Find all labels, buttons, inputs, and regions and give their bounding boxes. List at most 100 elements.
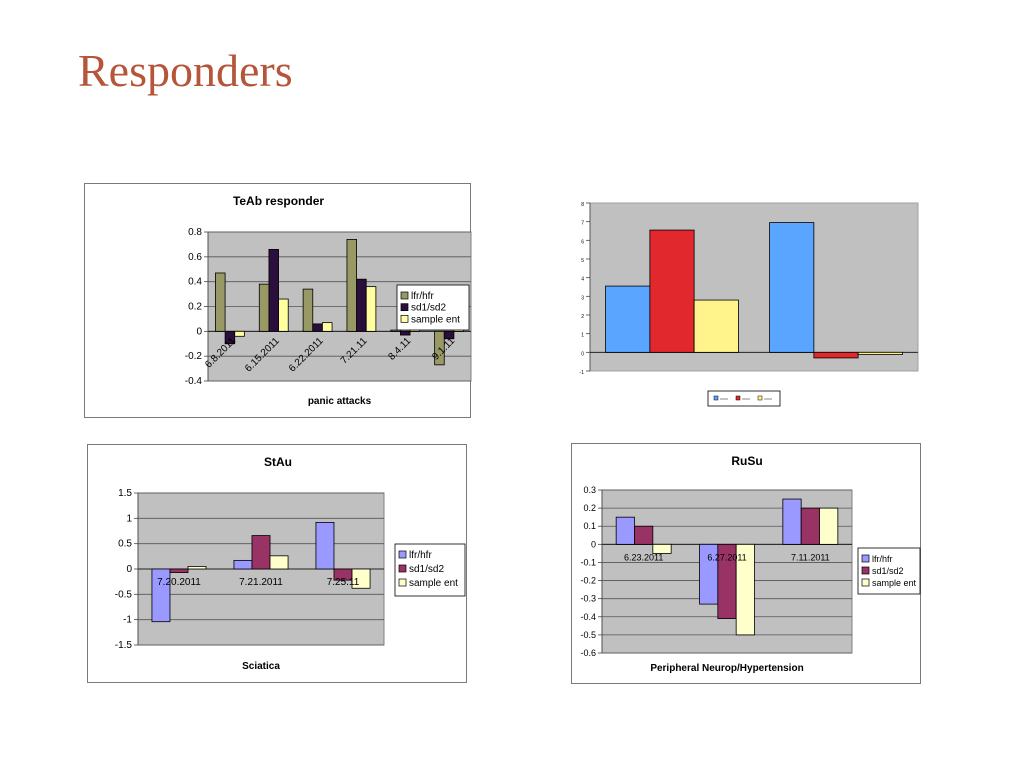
chart-title: StAu: [264, 455, 292, 469]
y-tick-label: -0.6: [580, 648, 596, 658]
bar: [268, 248, 279, 332]
bar: [813, 351, 859, 359]
bar: [615, 516, 635, 545]
legend-swatch: [713, 395, 719, 401]
y-tick-label: 0: [591, 539, 596, 549]
y-tick-label: 0: [581, 351, 584, 357]
bar: [693, 299, 739, 353]
legend-swatch: [735, 395, 741, 401]
bar: [302, 288, 314, 332]
bar: [315, 521, 335, 570]
legend-label: sample ent: [872, 578, 917, 588]
y-tick-label: 0.1: [583, 521, 596, 531]
y-tick-label: -0.4: [580, 612, 596, 622]
bar: [400, 330, 411, 336]
chart-stau: StAu -1.5 -1 -0.5 0 0.5 1 1.5 7.20.2011 7.21.2011…: [87, 444, 467, 683]
y-tick-label: 5: [581, 258, 584, 264]
x-axis-label: Peripheral Neurop/Hypertension: [650, 663, 803, 674]
bar: [215, 272, 226, 332]
y-tick-label: -0.2: [185, 351, 203, 362]
legend-swatch: [400, 303, 409, 312]
bar: [234, 330, 245, 337]
legend-swatch: [861, 554, 870, 563]
legend-swatch: [757, 395, 763, 401]
y-tick-label: -0.5: [115, 589, 133, 600]
x-axis-label: panic attacks: [308, 396, 372, 407]
legend-label: lfr/hfr: [409, 550, 432, 561]
y-tick-label: 3: [581, 295, 584, 301]
bar: [390, 329, 401, 332]
bar: [251, 535, 271, 570]
y-tick-label: 0: [126, 564, 132, 575]
legend-label: sd1/sd2: [409, 564, 444, 575]
x-axis-label: Sciatica: [242, 661, 280, 672]
category-label: 7.25.11: [327, 577, 360, 588]
chart-svg: RuSu -0.6 -0.5 -0.4 -0.3 -0.2 -0.1 0 0.1 0.2 0.3 6.…: [580, 454, 921, 674]
legend-box: [394, 543, 466, 597]
bar: [782, 498, 802, 545]
chart-rusu: RuSu -0.6 -0.5 -0.4 -0.3 -0.2 -0.1 0 0.1 0.2 0.3 6.…: [571, 443, 921, 684]
legend-swatch: [398, 564, 407, 573]
y-tick-label: 1: [126, 513, 132, 524]
category-label: 6.27.2011: [707, 552, 746, 562]
chart-teab-responder: TeAb responder -0.4 -0.2 0 0.2 0.4 0.6 0.8 6.8.2…: [84, 183, 472, 418]
chart-svg: TeAb responder-0.4-0.200.20.40.60.86.8.2…: [185, 194, 472, 407]
bar: [356, 278, 367, 332]
legend-swatch: [398, 550, 407, 559]
bar: [857, 351, 903, 355]
chart-svg: StAu -1.5 -1 -0.5 0 0.5 1 1.5 7.20.2011 7.21.2011…: [115, 455, 466, 672]
legend-box: [396, 284, 470, 331]
bar: [434, 330, 445, 366]
y-tick-label: -0.2: [580, 576, 596, 586]
category-label: 7.11.2011: [791, 552, 830, 562]
y-tick-label: 1: [581, 333, 584, 339]
bar: [443, 330, 455, 340]
legend-label: sample ent: [411, 314, 460, 325]
bar: [151, 568, 171, 623]
y-tick-label: -1: [123, 615, 132, 626]
bar: [365, 286, 377, 332]
y-tick-label: 0.6: [188, 252, 202, 263]
legend-swatch: [400, 314, 409, 323]
chart-unlabeled: -1 0 1 2 3 4 5 6 7 8: [578, 195, 923, 413]
y-tick-label: -1: [580, 370, 585, 376]
y-tick-label: 6: [581, 239, 584, 245]
chart-title: RuSu: [731, 454, 762, 468]
y-tick-label: -0.5: [580, 630, 596, 640]
legend-label: sd1/sd2: [872, 566, 904, 576]
y-tick-label: 0.3: [583, 485, 596, 495]
legend-swatch: [398, 578, 407, 587]
bar: [351, 568, 371, 589]
chart-title: TeAb responder: [233, 194, 324, 208]
y-tick-label: 4: [581, 277, 584, 283]
y-tick-label: 2: [581, 314, 584, 320]
y-tick-label: -0.1: [580, 557, 596, 567]
y-tick-label: 0.2: [583, 503, 596, 513]
bar: [634, 525, 654, 545]
bar: [605, 285, 651, 353]
category-label: 7.21.2011: [239, 577, 283, 588]
legend-swatch: [861, 566, 870, 575]
bar: [819, 507, 839, 545]
y-tick-label: -1.5: [115, 640, 133, 651]
y-tick-label: 8: [581, 202, 584, 208]
bar: [800, 507, 820, 545]
category-label: 7.20.2011: [157, 577, 201, 588]
bar: [187, 566, 207, 570]
y-tick-label: 1.5: [118, 488, 132, 499]
slide-title: Responders: [78, 45, 293, 96]
legend-label: sd1/sd2: [411, 303, 446, 314]
bar: [258, 283, 270, 332]
bar: [269, 555, 289, 570]
y-tick-label: -0.4: [185, 376, 203, 387]
y-tick-label: 0: [196, 326, 202, 337]
y-tick-label: 0.4: [188, 277, 202, 288]
bar: [735, 543, 755, 636]
category-label: 6.23.2011: [624, 552, 663, 562]
y-tick-label: 7: [581, 221, 584, 227]
bar: [346, 239, 357, 332]
bar: [652, 543, 672, 554]
bar: [649, 229, 695, 353]
legend-swatch: [861, 578, 870, 587]
legend-label: lfr/hfr: [872, 554, 893, 564]
